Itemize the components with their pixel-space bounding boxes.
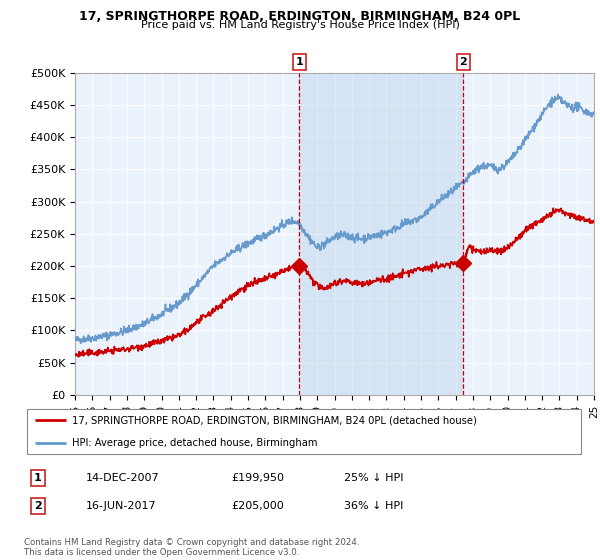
Text: 16-JUN-2017: 16-JUN-2017 — [86, 501, 157, 511]
Text: 1: 1 — [34, 473, 42, 483]
Text: 17, SPRINGTHORPE ROAD, ERDINGTON, BIRMINGHAM, B24 0PL (detached house): 17, SPRINGTHORPE ROAD, ERDINGTON, BIRMIN… — [71, 416, 476, 426]
Text: 14-DEC-2007: 14-DEC-2007 — [86, 473, 160, 483]
Text: £199,950: £199,950 — [232, 473, 284, 483]
Text: 17, SPRINGTHORPE ROAD, ERDINGTON, BIRMINGHAM, B24 0PL: 17, SPRINGTHORPE ROAD, ERDINGTON, BIRMIN… — [79, 10, 521, 22]
Text: Contains HM Land Registry data © Crown copyright and database right 2024.
This d: Contains HM Land Registry data © Crown c… — [24, 538, 359, 557]
Text: £205,000: £205,000 — [232, 501, 284, 511]
Text: HPI: Average price, detached house, Birmingham: HPI: Average price, detached house, Birm… — [71, 438, 317, 448]
Bar — [299, 73, 463, 395]
Text: 36% ↓ HPI: 36% ↓ HPI — [344, 501, 403, 511]
Text: 2: 2 — [34, 501, 42, 511]
Text: Price paid vs. HM Land Registry's House Price Index (HPI): Price paid vs. HM Land Registry's House … — [140, 20, 460, 30]
FancyBboxPatch shape — [27, 409, 581, 454]
Text: 25% ↓ HPI: 25% ↓ HPI — [344, 473, 403, 483]
Text: 2: 2 — [460, 57, 467, 67]
Text: 1: 1 — [295, 57, 303, 67]
